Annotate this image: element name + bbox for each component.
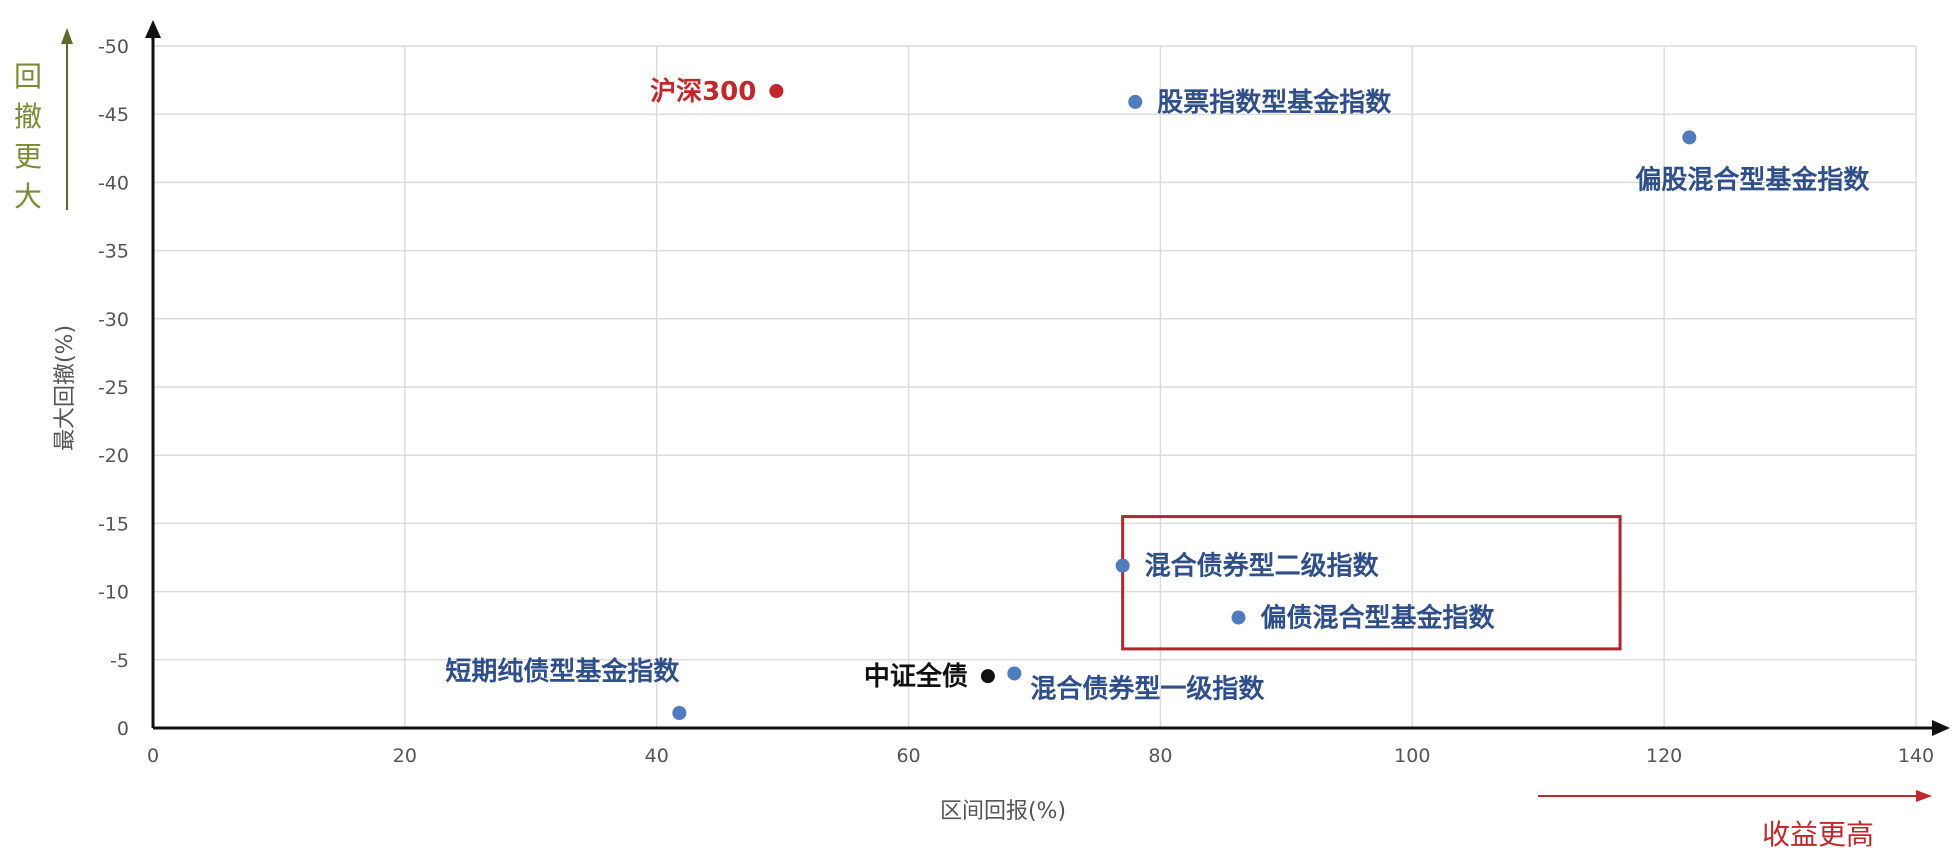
y-tick-label-10: -10 [98,582,129,604]
y-axis-title: 最大回撤(%) [53,325,78,451]
data-point-2 [1682,130,1697,145]
x-tick-label-80: 80 [1148,745,1172,767]
x-tick-labels: 0 20 40 60 80 100 120 140 [147,745,1934,767]
data-point-5 [980,669,995,684]
point-label-6: 混合债券型一级指数 [1030,673,1265,704]
data-point-3 [1115,558,1130,573]
data-points [672,84,1697,720]
y-tick-label-45: -45 [98,104,129,126]
x-tick-label-60: 60 [896,745,920,767]
y-tick-labels: 0 -5 -10 -15 -20 -25 -30 -35 -40 -45 -50 [98,36,129,740]
x-tick-label-20: 20 [393,745,417,767]
data-point-7 [672,705,687,720]
x-direction-annotation: 收益更高 [1538,790,1932,851]
point-label-5: 中证全债 [864,661,968,692]
point-label-7: 短期纯债型基金指数 [445,656,680,687]
data-point-4 [1231,610,1246,625]
y-tick-label-40: -40 [98,172,129,194]
y-tick-label-30: -30 [98,309,129,331]
y-axis-arrowhead [145,20,161,38]
highlight-box [1121,515,1622,651]
data-point-1 [1128,94,1143,109]
y-tick-label-20: -20 [98,445,129,467]
point-label-1: 股票指数型基金指数 [1157,87,1392,118]
y-direction-label: 回撤更大 [14,60,42,213]
x-tick-label-140: 140 [1898,745,1934,767]
y-tick-label-35: -35 [98,241,129,263]
x-tick-label-40: 40 [645,745,669,767]
point-label-2: 偏股混合型基金指数 [1635,164,1870,195]
axes [145,20,1950,736]
y-tick-label-50: -50 [98,36,129,58]
y-direction-arrowhead [61,28,73,44]
y-tick-label-15: -15 [98,513,129,535]
x-tick-label-120: 120 [1646,745,1682,767]
highlight-rectangle [1121,515,1622,651]
point-labels: 沪深300 股票指数型基金指数偏股混合型基金指数混合债券型二级指数偏债混合型基金指… [445,77,1870,704]
x-tick-label-100: 100 [1394,745,1430,767]
point-label-4: 偏债混合型基金指数 [1261,603,1496,634]
data-point-0 [769,84,784,99]
y-direction-annotation: 回撤更大 [14,28,73,213]
point-label-3: 混合债券型二级指数 [1145,551,1380,582]
grid [153,45,1917,728]
data-point-6 [1007,666,1022,681]
point-label-0: 沪深300 [650,77,756,107]
y-tick-label-0: 0 [117,718,129,740]
x-axis-arrowhead [1932,720,1950,736]
y-tick-label-25: -25 [98,377,129,399]
x-direction-arrowhead [1916,790,1932,802]
x-tick-label-0: 0 [147,745,159,767]
x-axis-title: 区间回报(%) [940,799,1066,824]
x-direction-label: 收益更高 [1762,818,1874,851]
y-tick-label-5: -5 [110,650,129,672]
